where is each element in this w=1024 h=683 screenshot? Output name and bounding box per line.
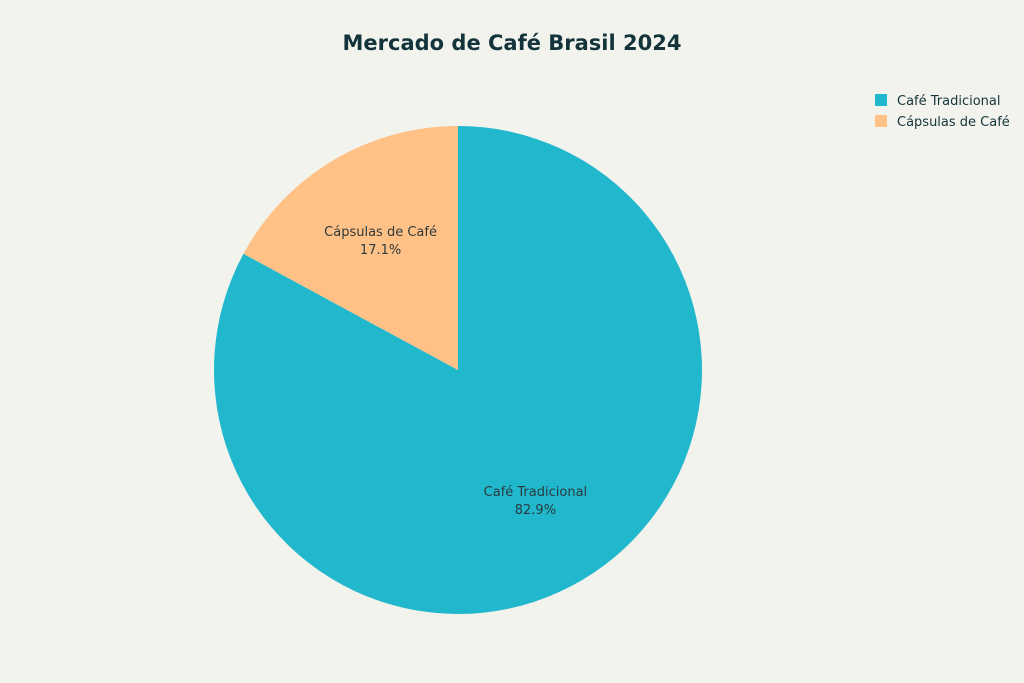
legend-label-1: Cápsulas de Café <box>897 115 1010 130</box>
slice-label-name-0: Café Tradicional <box>484 485 588 500</box>
pie-slice-1 <box>243 126 458 370</box>
legend-swatch-0 <box>875 94 887 106</box>
slice-labels: Café Tradicional 82.9% Cápsulas de Café 17.… <box>324 225 587 518</box>
pie-slices <box>214 126 703 615</box>
legend: Café Tradicional Cápsulas de Café <box>875 94 1010 130</box>
legend-label-0: Café Tradicional <box>897 94 1001 109</box>
chart-title: Mercado de Café Brasil 2024 <box>343 31 682 55</box>
pie-slice-0 <box>214 126 703 615</box>
slice-label-value-1: 17.1% <box>360 243 401 258</box>
legend-swatch-1 <box>875 115 887 127</box>
slice-label-value-0: 82.9% <box>515 503 556 518</box>
slice-label-name-1: Cápsulas de Café <box>324 225 437 240</box>
